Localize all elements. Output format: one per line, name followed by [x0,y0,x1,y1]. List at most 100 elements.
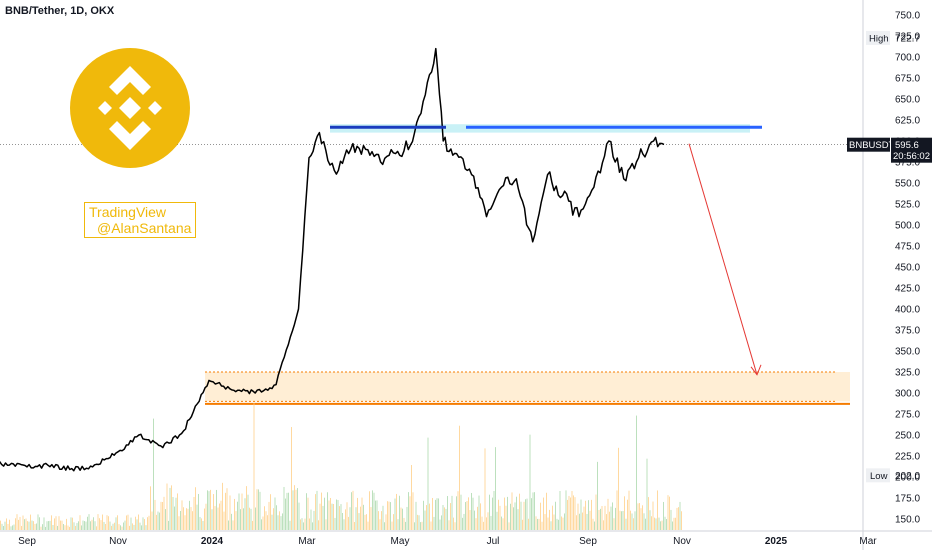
volume-bar [214,506,216,530]
volume-bar [544,514,546,530]
volume-bar [142,517,144,530]
volume-bar [486,517,487,530]
volume-bar [463,513,465,530]
volume-bar [90,521,91,530]
volume-bar [504,497,505,530]
price-axis[interactable]: 750.0725.0700.0675.0650.0625.0600.0575.0… [847,0,932,550]
volume-bar [111,525,112,530]
volume-bar [465,502,466,530]
symbol-tag: BNBUSDT [849,140,895,151]
volume-bar [258,489,259,530]
volume-bar [81,525,82,530]
volume-bar [219,503,220,530]
volume-bar [286,492,288,530]
volume-bar [673,517,675,530]
volume-bar [25,518,27,530]
volume-bar [162,502,163,530]
volume-bar [309,518,310,530]
volume-bar [49,520,51,530]
volume-bar [552,505,553,530]
volume-bar [307,497,309,530]
volume-bar [180,510,181,530]
volume-bar [624,496,625,530]
volume-bar [87,516,88,530]
price-tick-label: 200.0 [895,473,920,484]
price-tag-bg [891,137,932,163]
volume-bar [448,520,450,530]
watermark-line1: TradingView [89,204,167,220]
volume-bar [622,510,624,530]
volume-bar [450,503,451,530]
volume-bar [570,497,571,530]
price-tick-label: 225.0 [895,452,920,463]
volume-bar [600,508,601,530]
price-tick-label: 300.0 [895,389,920,400]
volume-bar [282,513,283,530]
logo-diamond-right [148,101,162,115]
volume-bar [51,515,52,530]
volume-bar [418,515,420,530]
volume-bar [276,505,277,530]
volume-bar [184,515,186,530]
volume-bar [234,498,235,530]
volume-bar [430,521,432,530]
volume-bar [190,507,192,530]
volume-bar [514,502,516,530]
volume-bar [625,518,627,530]
volume-bar [421,521,423,530]
volume-bar [16,514,18,530]
volume-bar [288,492,289,530]
volume-bar [172,496,174,530]
time-tick-label: Nov [109,536,127,547]
volume-bar [585,500,586,530]
volume-bar [354,522,355,530]
volume-bar [166,483,168,530]
volume-bar [135,516,136,530]
volume-bar [169,487,171,530]
time-tick-label: Sep [579,536,597,547]
volume-bar [298,502,300,530]
volume-bar [681,511,682,530]
volume-bar [220,500,222,530]
volume-bar [427,437,429,530]
volume-bar [576,515,577,530]
time-axis[interactable]: Sep Nov 2024 Mar May Jul Sep Nov 2025 Mar [0,530,932,547]
volume-bar [646,458,648,530]
volume-bar [7,523,9,530]
volume-bar [666,519,667,530]
symbol-tag-bg [847,137,890,152]
volume-bar [532,492,534,530]
volume-bar [480,503,481,530]
volume-bar [445,508,447,530]
volume-bar [562,517,564,530]
volume-bar [499,505,501,530]
volume-bar [525,499,526,530]
volume-bar [3,525,4,530]
volume-bar [550,521,552,530]
volume-bar [400,507,402,530]
volume-bar [528,518,529,530]
volume-bar [69,526,70,530]
volume-bar [604,505,606,530]
volume-bar [364,514,366,530]
price-tick-label: 575.0 [895,158,920,169]
volume-bar [39,517,40,530]
volume-bar [577,503,579,530]
price-tick-label: 275.0 [895,410,920,421]
volume-bar [420,522,421,530]
volume-bar [285,498,286,530]
volume-bar [496,511,498,530]
volume-bar [322,505,324,530]
volume-bar [460,494,462,530]
volume-bar [381,511,382,530]
volume-bar [670,509,672,530]
volume-bar [529,434,531,530]
volume-bar [471,492,472,530]
volume-bar [598,510,600,530]
volume-bar [324,497,325,530]
volume-bar [583,506,585,530]
symbol-title[interactable]: BNB/Tether, 1D, OKX [5,5,115,17]
volume-bar [273,508,274,530]
volume-bar [481,516,483,530]
